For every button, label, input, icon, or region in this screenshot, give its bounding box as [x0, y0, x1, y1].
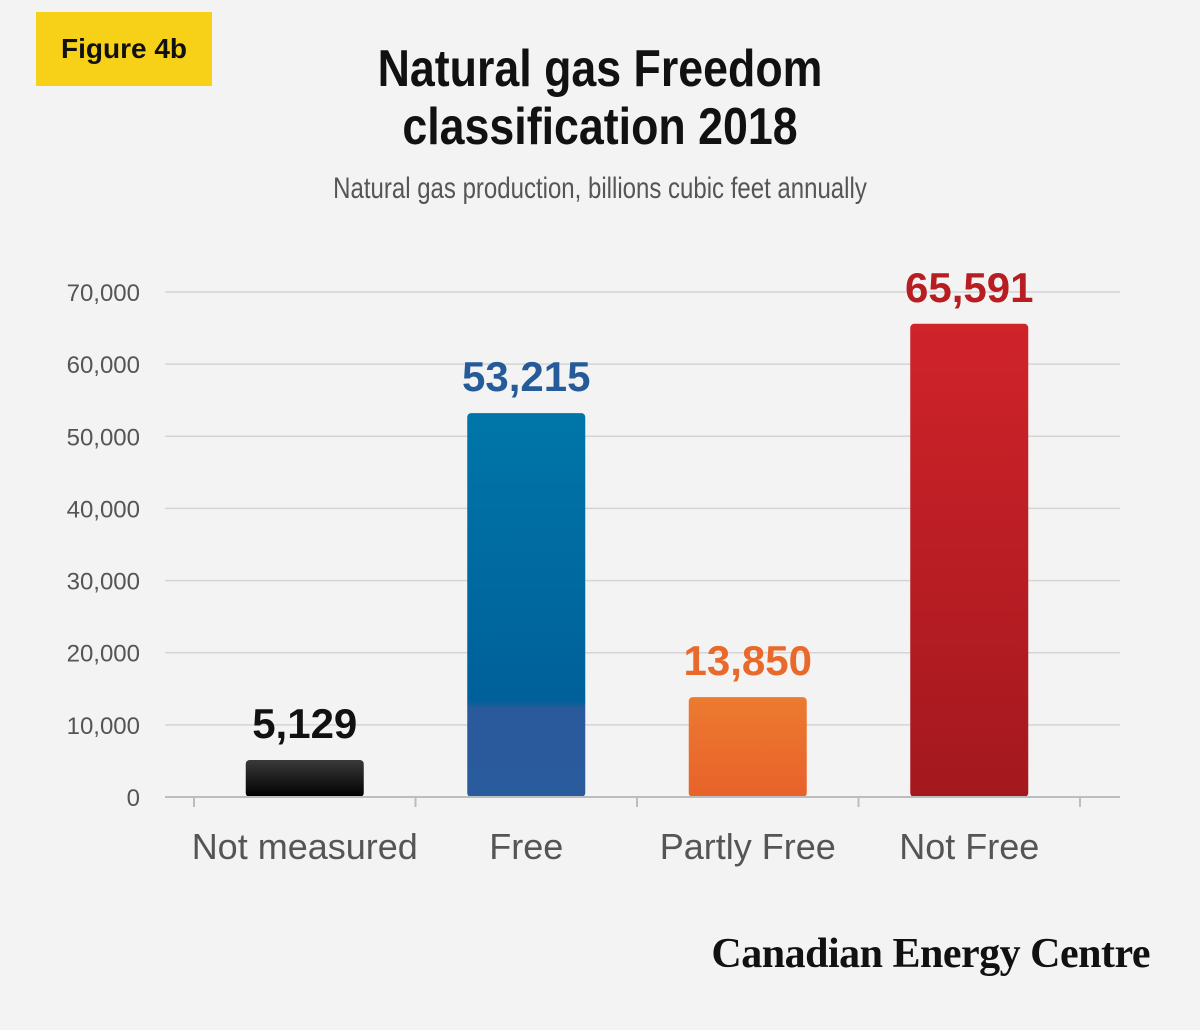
bars [245, 323, 1029, 797]
y-axis: 0 10,000 20,000 30,000 40,000 50,000 60,000 70,… [67, 280, 140, 812]
y-tick-label: 50,000 [67, 424, 140, 451]
value-label: 53,215 [462, 353, 590, 400]
y-tick-label: 10,000 [67, 713, 140, 740]
y-tick-label: 40,000 [67, 496, 140, 523]
bar [688, 697, 807, 797]
bar [245, 759, 364, 797]
chart-subtitle: Natural gas production, billions cubic f… [333, 172, 867, 205]
y-tick-label: 70,000 [67, 280, 140, 307]
bar [910, 323, 1029, 797]
category-label: Free [489, 826, 563, 867]
chart-title-line-2: classification 2018 [402, 98, 798, 156]
bar [467, 413, 586, 797]
category-label: Partly Free [660, 826, 836, 867]
value-label: 65,591 [905, 264, 1033, 311]
category-label: Not measured [192, 826, 418, 867]
y-tick-label: 0 [127, 785, 140, 812]
y-tick-label: 20,000 [67, 641, 140, 668]
figure-badge: Figure 4b [36, 12, 212, 86]
y-tick-label: 60,000 [67, 352, 140, 379]
chart-title: Natural gas Freedom classification 2018 [84, 40, 1116, 156]
bar-chart: 0 10,000 20,000 30,000 40,000 50,000 60,000 70,… [67, 264, 1120, 867]
x-axis: Not measured Free Partly Free Not Free [165, 796, 1120, 867]
value-label: 13,850 [684, 637, 812, 684]
value-labels: 5,129 53,215 13,850 65,591 [252, 264, 1033, 747]
value-label: 5,129 [252, 700, 357, 747]
chart-title-line-1: Natural gas Freedom [377, 40, 823, 98]
source-credit: Canadian Energy Centre [711, 931, 1150, 977]
y-tick-label: 30,000 [67, 569, 140, 596]
category-label: Not Free [899, 826, 1039, 867]
